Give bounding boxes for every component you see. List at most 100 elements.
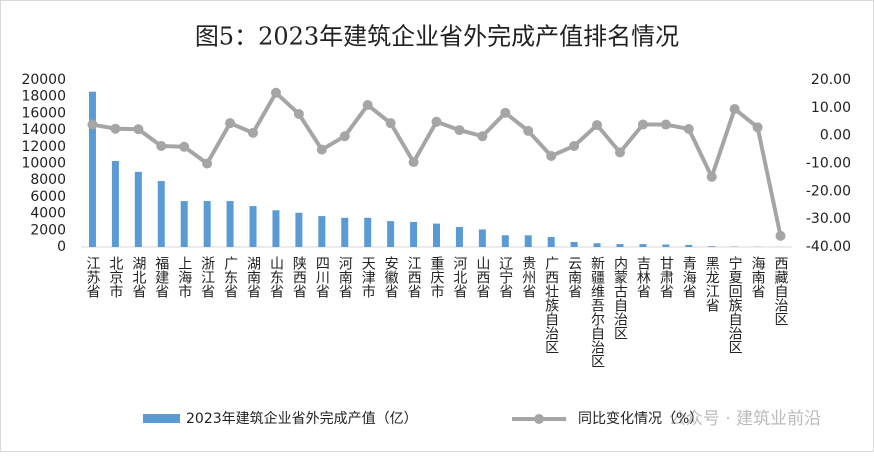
bar — [662, 244, 669, 247]
bar — [502, 235, 509, 247]
line-marker — [271, 88, 281, 98]
line-marker — [454, 125, 464, 135]
y2-tick-label: -10.00 — [806, 156, 851, 172]
bar — [341, 218, 348, 247]
x-tick-label: 广西壮族自治区 — [543, 256, 559, 354]
bar — [410, 222, 417, 247]
y-tick-label: 12000 — [21, 139, 66, 155]
x-tick-label: 江西省 — [406, 256, 422, 298]
y-tick-label: 2000 — [30, 222, 66, 238]
line-marker — [133, 124, 143, 134]
x-tick-label: 甘肃省 — [658, 256, 674, 298]
bar — [89, 92, 96, 247]
y2-tick-label: -40.00 — [806, 239, 851, 255]
bar — [227, 201, 234, 247]
bar — [295, 213, 302, 247]
x-tick-label: 山东省 — [268, 256, 284, 298]
x-tick-label: 新疆维吾尔自治区 — [589, 256, 605, 368]
line-marker — [110, 124, 120, 134]
line-marker — [684, 124, 694, 134]
bar — [594, 243, 601, 247]
x-tick-label: 天津市 — [360, 256, 376, 298]
y-tick-label: 0 — [57, 239, 66, 255]
bar — [135, 172, 142, 247]
line-marker — [477, 131, 487, 141]
bar — [571, 242, 578, 247]
y-tick-label: 18000 — [21, 89, 66, 105]
y-tick-label: 6000 — [30, 189, 66, 205]
line-marker — [386, 118, 396, 128]
x-tick-label: 宁夏回族自治区 — [727, 255, 743, 354]
line-marker — [317, 145, 327, 155]
line-marker — [248, 128, 258, 138]
line-marker — [409, 157, 419, 167]
line-marker — [156, 141, 166, 151]
bar — [158, 181, 165, 247]
x-tick-label: 辽宁省 — [497, 256, 513, 298]
bar — [250, 206, 257, 247]
x-tick-label: 四川省 — [314, 256, 330, 298]
x-tick-label: 福建省 — [153, 256, 169, 298]
bar — [639, 244, 646, 247]
x-tick-label: 山西省 — [474, 256, 490, 298]
y-tick-label: 8000 — [30, 172, 66, 188]
bar — [456, 227, 463, 247]
x-tick-label: 浙江省 — [199, 256, 215, 298]
y2-tick-label: 10.00 — [811, 100, 851, 116]
line-marker — [202, 159, 212, 169]
bar — [364, 218, 371, 247]
line-marker — [225, 118, 235, 128]
bar — [548, 237, 555, 247]
line-marker — [546, 151, 556, 161]
x-tick-label: 河北省 — [451, 256, 467, 298]
y-tick-label: 20000 — [21, 72, 66, 88]
line-marker — [500, 108, 510, 118]
bar — [616, 244, 623, 247]
line-marker — [523, 126, 533, 136]
bar — [479, 229, 486, 247]
line-marker — [592, 120, 602, 130]
x-tick-label: 西藏自治区 — [773, 256, 789, 326]
line-marker — [569, 141, 579, 151]
y-tick-label: 14000 — [21, 122, 66, 138]
line-marker — [638, 120, 648, 130]
line-marker — [753, 122, 763, 132]
bar — [387, 221, 394, 247]
bar — [272, 210, 279, 247]
x-tick-label: 湖北省 — [130, 256, 146, 298]
y-tick-label: 16000 — [21, 105, 66, 121]
legend-label: 同比变化情况（%） — [578, 411, 703, 427]
x-tick-label: 贵州省 — [520, 256, 536, 298]
y-tick-label: 4000 — [30, 206, 66, 222]
x-tick-label: 安徽省 — [383, 256, 399, 298]
line-marker — [730, 104, 740, 114]
x-tick-label: 吉林省 — [635, 256, 651, 298]
legend-swatch — [534, 414, 544, 424]
line-marker — [661, 120, 671, 130]
x-tick-label: 云南省 — [566, 256, 582, 298]
x-tick-label: 江苏省 — [84, 256, 100, 298]
line-marker — [340, 131, 350, 141]
x-tick-label: 黑龙江省 — [704, 256, 720, 312]
legend-swatch — [143, 414, 180, 423]
line-marker — [179, 142, 189, 152]
bar — [433, 224, 440, 247]
y2-tick-label: 20.00 — [811, 72, 851, 88]
line-marker — [363, 100, 373, 110]
y2-tick-label: 0.00 — [820, 128, 851, 144]
x-tick-label: 青海省 — [681, 256, 697, 298]
line-marker — [432, 117, 442, 127]
x-tick-label: 海南省 — [750, 256, 766, 298]
legend-label: 2023年建筑企业省外完成产值（亿） — [186, 410, 418, 427]
bar — [708, 246, 715, 247]
y-tick-label: 10000 — [21, 156, 66, 172]
y2-tick-label: -30.00 — [806, 211, 851, 227]
y2-tick-label: -20.00 — [806, 183, 851, 199]
line-marker — [707, 172, 717, 182]
bar — [685, 245, 692, 247]
bar — [525, 235, 532, 247]
bar — [204, 201, 211, 247]
bar — [112, 161, 119, 247]
chart-title: 图5：2023年建筑企业省外完成产值排名情况 — [195, 23, 679, 51]
